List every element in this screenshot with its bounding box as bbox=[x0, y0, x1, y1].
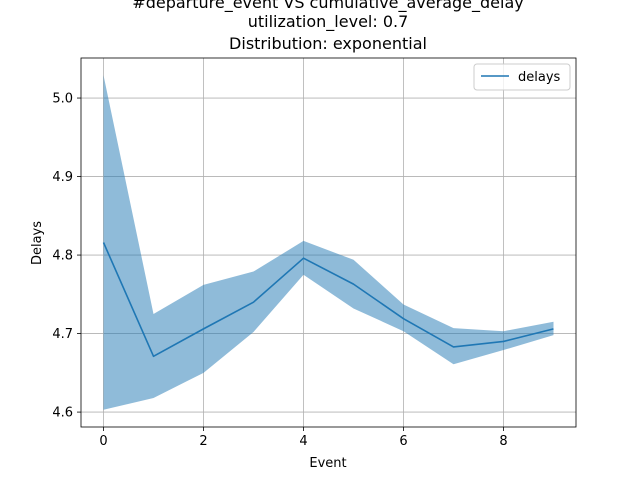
legend-box bbox=[473, 63, 571, 91]
legend-label-delays: delays bbox=[518, 70, 561, 85]
legend: delays bbox=[473, 63, 571, 91]
x-axis-label: Event bbox=[309, 456, 346, 471]
y-tick-label: 4.6 bbox=[52, 406, 73, 421]
y-tick-label: 4.8 bbox=[52, 249, 73, 264]
x-tick-label: 8 bbox=[499, 434, 507, 449]
x-tick-label: 4 bbox=[299, 434, 307, 449]
y-tick-label: 4.7 bbox=[52, 327, 73, 342]
x-tick-label: 2 bbox=[199, 434, 207, 449]
confidence-band-layer bbox=[103, 75, 554, 410]
chart-title-line-3: Distribution: exponential bbox=[229, 34, 427, 53]
series-line-delays bbox=[102, 242, 554, 358]
tick-layer: 0 2 4 6 8 4.6 4.7 4.8 4.9 5.0 bbox=[52, 92, 507, 449]
series-line-layer bbox=[102, 242, 554, 358]
y-tick-label: 4.9 bbox=[52, 170, 73, 185]
plot-frame bbox=[80, 57, 577, 428]
y-axis-label: Delays bbox=[30, 221, 45, 265]
x-tick-label: 0 bbox=[99, 434, 107, 449]
x-tick-label: 6 bbox=[399, 434, 407, 449]
chart-title-line-1: #departure_event VS cumulative_average_d… bbox=[132, 0, 523, 13]
axes-layer bbox=[80, 57, 577, 428]
y-tick-label: 5.0 bbox=[52, 92, 73, 107]
confidence-band bbox=[103, 75, 554, 410]
chart-title-line-2: utilization_level: 0.7 bbox=[248, 12, 409, 32]
